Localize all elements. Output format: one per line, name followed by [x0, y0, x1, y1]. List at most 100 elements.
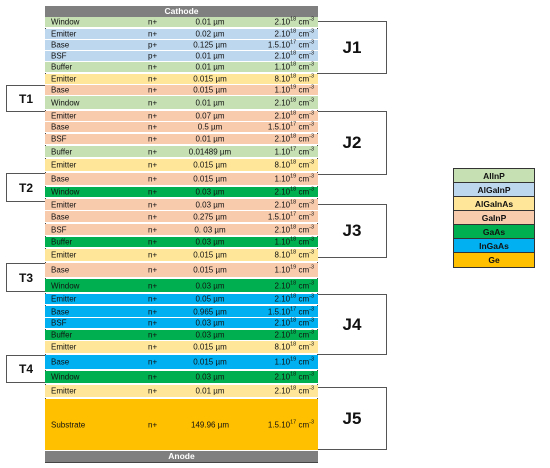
legend-entry: GaAs	[454, 225, 534, 239]
layer-row: BSF n+ 0. 03 µm 2.1018 cm-3	[45, 224, 318, 236]
layer-doping: n+	[148, 357, 158, 367]
junction-label-box: J5	[318, 387, 387, 450]
layer-doping: n+	[148, 62, 158, 72]
layer-concentration: 1.5.1017 cm-3	[267, 121, 314, 132]
layer-concentration: 8.1018 cm-3	[274, 73, 314, 84]
layer-concentration: 2.1018 cm-3	[274, 133, 314, 144]
layer-thickness: 0.275 µm	[193, 212, 227, 221]
layer-doping: n+	[148, 174, 158, 184]
layer-doping: n+	[148, 318, 158, 328]
layer-thickness: 0.01 µm	[195, 134, 225, 144]
layer-thickness: 0.015 µm	[193, 250, 227, 260]
layer-thickness: 0.03 µm	[195, 318, 225, 328]
layer-doping: n+	[148, 122, 158, 132]
layer-thickness: 0.015 µm	[193, 342, 227, 352]
layer-row: Emitter n+ 0.03 µm 2.1018 cm-3	[45, 199, 318, 211]
layer-concentration: 1.5.1017 cm-3	[267, 306, 314, 316]
layer-doping: n+	[148, 74, 158, 84]
layer-row: Window n+ 0.03 µm 2.1018 cm-3	[45, 279, 318, 293]
layer-thickness: 0.07 µm	[195, 111, 225, 121]
layer-name: Base	[51, 174, 70, 184]
layer-name: Buffer	[51, 147, 73, 156]
layer-row: Base n+ 0.015 µm 1.1019 cm-3	[45, 263, 318, 278]
layer-row: Emitter n+ 0.01 µm 2.1018 cm-3	[45, 385, 318, 398]
layer-concentration: 2.1018 cm-3	[274, 317, 314, 328]
layer-name: Base	[51, 307, 70, 316]
layer-concentration: 2.1018 cm-3	[274, 186, 314, 197]
layer-name: Window	[51, 372, 80, 382]
layer-name: Base	[51, 357, 70, 367]
layer-doping: n+	[148, 237, 158, 247]
tunnel-junction-label: T3	[18, 270, 34, 285]
legend-entry: GaInP	[454, 211, 534, 225]
layer-doping: n+	[148, 187, 158, 197]
layer-thickness: 0.03 µm	[195, 330, 225, 340]
layer-thickness: 149.96 µm	[191, 420, 229, 429]
legend-entry: InGaAs	[454, 239, 534, 253]
layer-row: Base p+ 0.125 µm 1.5.1017 cm-3	[45, 40, 318, 51]
layer-name: BSF	[51, 318, 67, 328]
layer-doping: n+	[148, 330, 158, 340]
layer-concentration: 2.1018 cm-3	[274, 280, 314, 290]
layer-concentration: 2.1018 cm-3	[274, 50, 314, 61]
layer-concentration: 2.1018 cm-3	[274, 16, 314, 27]
layer-name: Emitter	[51, 74, 77, 84]
layer-thickness: 0.02 µm	[195, 29, 225, 39]
layer-name: Substrate	[51, 420, 86, 429]
layer-name: Base	[51, 212, 70, 221]
layer-concentration: 1.5.1017 cm-3	[267, 211, 314, 221]
layer-row: Emitter n+ 0.05 µm 2.1018 cm-3	[45, 294, 318, 305]
layer-thickness: 0.03 µm	[195, 281, 225, 290]
layer-doping: n+	[148, 372, 158, 382]
layer-name: Buffer	[51, 62, 73, 72]
layer-row: Substrate n+ 149.96 µm 1.5.1017 cm-3	[45, 399, 318, 451]
junction-label: J2	[342, 133, 362, 152]
tunnel-junction-label-box: T2	[6, 173, 45, 202]
layer-concentration: 2.1018 cm-3	[274, 28, 314, 39]
junction-label-box: J3	[318, 204, 387, 258]
layer-name: Emitter	[51, 386, 77, 396]
layer-row: Buffer n+ 0.01 µm 1.1018 cm-3	[45, 62, 318, 73]
layer-row: Emitter n+ 0.015 µm 8.1018 cm-3	[45, 249, 318, 262]
layer-row: Buffer n+ 0.03 µm 2.1018 cm-3	[45, 330, 318, 341]
layer-row: Window n+ 0.03 µm 2.1018 cm-3	[45, 371, 318, 384]
tunnel-junction-label-box: T4	[6, 355, 45, 383]
layer-name: Buffer	[51, 330, 73, 340]
junction-label: J3	[342, 221, 362, 240]
tunnel-junction-label: T1	[18, 91, 34, 106]
layer-concentration: 1.1019 cm-3	[274, 84, 314, 95]
layer-row: BSF n+ 0.03 µm 2.1018 cm-3	[45, 318, 318, 329]
layer-doping: n+	[148, 111, 158, 121]
layer-row: Emitter n+ 0.02 µm 2.1018 cm-3	[45, 29, 318, 40]
layer-concentration: 1.5.1017 cm-3	[267, 39, 314, 50]
layer-thickness: 0.01 µm	[195, 386, 225, 396]
layer-name: Emitter	[51, 111, 77, 121]
layer-thickness: 0.015 µm	[193, 174, 227, 184]
layer-name: Emitter	[51, 29, 77, 39]
layer-concentration: 2.1018 cm-3	[274, 199, 314, 209]
layer-row: Buffer n+ 0.03 µm 1.1018 cm-3	[45, 237, 318, 248]
layer-doping: n+	[148, 29, 158, 39]
layer-concentration: 2.1018 cm-3	[274, 293, 314, 304]
layer-doping: n+	[148, 134, 158, 144]
tunnel-junction-label: T4	[18, 362, 34, 376]
layer-concentration: 1.1018 cm-3	[274, 61, 314, 72]
layer-thickness: 0.015 µm	[193, 265, 227, 275]
junction-label-box: J4	[318, 294, 387, 355]
layer-doping: n+	[148, 294, 158, 304]
layer-thickness: 0.01 µm	[195, 51, 225, 61]
legend-entry: AlGaInAs	[454, 197, 534, 211]
layer-concentration: 2.1018 cm-3	[274, 97, 314, 107]
layer-row: Buffer n+ 0.01489 µm 1.1017 cm-3	[45, 146, 318, 158]
layer-row: Emitter n+ 0.015 µm 8.1018 cm-3	[45, 74, 318, 85]
layer-thickness: 0.015 µm	[193, 74, 227, 84]
layer-thickness: 0.01 µm	[195, 98, 225, 107]
tunnel-junction-label: T2	[18, 180, 34, 195]
layer-doping: n+	[148, 85, 158, 95]
layer-name: Emitter	[51, 342, 77, 352]
layer-doping: n+	[148, 386, 158, 396]
layer-name: BSF	[51, 225, 67, 234]
layer-thickness: 0.03 µm	[195, 237, 225, 247]
layer-concentration: 1.1017 cm-3	[274, 146, 314, 156]
layer-name: Window	[51, 187, 80, 197]
